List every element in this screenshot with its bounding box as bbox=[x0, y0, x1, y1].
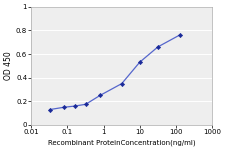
Y-axis label: OD 450: OD 450 bbox=[4, 51, 13, 80]
X-axis label: Recombinant ProteinConcentration(ng/ml): Recombinant ProteinConcentration(ng/ml) bbox=[48, 139, 195, 146]
